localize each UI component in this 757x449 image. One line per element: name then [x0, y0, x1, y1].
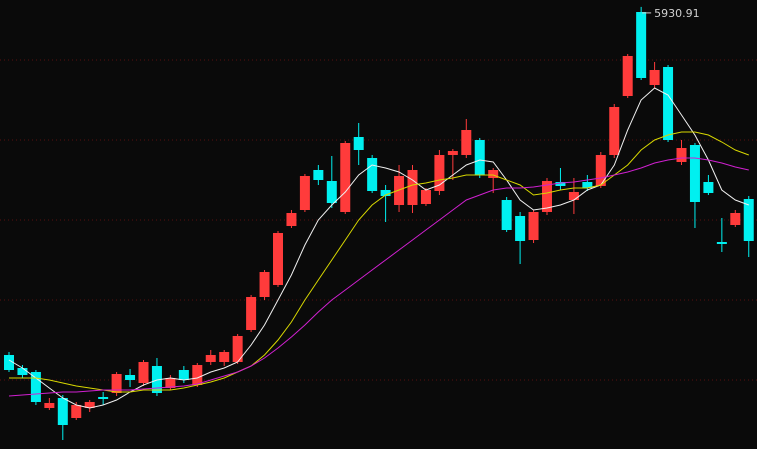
candle-body: [326, 181, 337, 203]
candle-body: [676, 148, 687, 162]
moving-average-line: [8, 157, 749, 397]
candle-body: [4, 355, 14, 370]
candle-body: [528, 212, 539, 240]
candle-body: [420, 190, 431, 204]
candle-body: [259, 272, 270, 297]
candle-body: [367, 158, 378, 191]
high-label: 5930.91: [654, 7, 700, 20]
candle-body: [542, 181, 552, 212]
candle-body: [649, 70, 660, 85]
candle-body: [636, 12, 647, 78]
candle-body: [165, 378, 176, 388]
candle-body: [555, 182, 566, 186]
candle-body: [663, 67, 674, 140]
candle-body: [57, 398, 68, 425]
candle-body: [716, 242, 727, 244]
candle-body: [84, 402, 95, 408]
candle-body: [71, 405, 82, 418]
candle-body: [205, 355, 216, 362]
candle-body: [380, 190, 391, 196]
candle-body: [192, 365, 203, 385]
candle-body: [474, 140, 485, 175]
candle-body: [447, 151, 458, 155]
candle-body: [98, 397, 109, 399]
candle-body: [407, 170, 418, 205]
candle-body: [568, 192, 579, 200]
candle-body: [595, 155, 606, 186]
candle-body: [313, 170, 324, 180]
moving-average-line: [9, 131, 749, 393]
candle-body: [299, 176, 310, 210]
candle-body: [286, 213, 297, 226]
candle-body: [743, 199, 754, 241]
candle-body: [17, 368, 28, 375]
candle-body: [44, 403, 55, 408]
candle-body: [488, 170, 499, 178]
candle-body: [434, 155, 445, 191]
candle-body: [609, 107, 620, 155]
candle-body: [582, 182, 593, 188]
candle-body: [689, 145, 700, 202]
candle-body: [246, 297, 257, 330]
candle-body: [515, 216, 526, 241]
candle-body: [703, 182, 714, 193]
candle-body: [111, 374, 122, 393]
candle-body: [30, 372, 41, 402]
candle-body: [178, 370, 189, 380]
moving-average-line: [8, 87, 749, 409]
candle-body: [730, 213, 741, 225]
candle-body: [138, 362, 149, 383]
candle-body: [501, 200, 512, 230]
candle-body: [273, 233, 283, 285]
candle-body: [353, 137, 364, 150]
candle-body: [340, 143, 351, 212]
candle-body: [461, 130, 472, 155]
candle-body: [232, 336, 243, 362]
candle-body: [622, 56, 633, 96]
candle-body: [125, 375, 136, 380]
candle-body: [219, 352, 230, 362]
